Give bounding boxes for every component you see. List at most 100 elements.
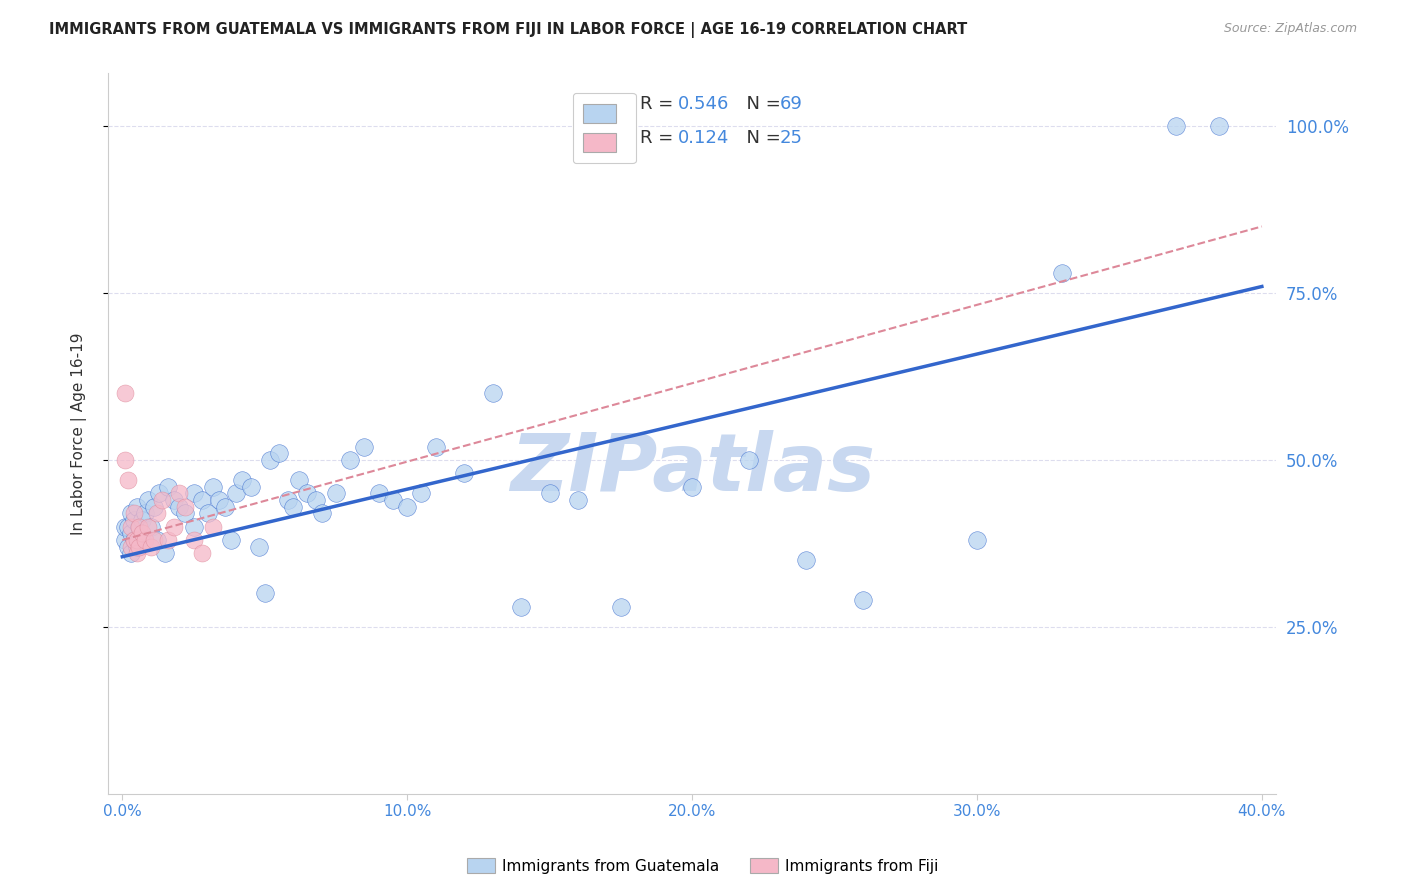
Point (425, 440, 447, 454)
Point (297, 486, 319, 500)
Point (134, 533, 156, 547)
Point (122, 533, 145, 547)
Point (191, 546, 214, 560)
Text: 69: 69 (780, 95, 803, 113)
Point (325, 486, 347, 500)
Point (1052, 266, 1074, 280)
Point (153, 546, 176, 560)
Text: 0.546: 0.546 (678, 95, 730, 113)
Point (128, 540, 150, 554)
Point (162, 493, 184, 508)
Point (114, 533, 136, 547)
Text: 0.124: 0.124 (678, 128, 730, 147)
Point (183, 533, 205, 547)
Point (125, 540, 148, 554)
Point (208, 493, 231, 508)
Point (174, 500, 197, 514)
Point (128, 519, 150, 533)
Point (131, 513, 153, 527)
Text: N =: N = (735, 128, 787, 147)
Text: R =: R = (640, 95, 679, 113)
Point (311, 507, 333, 521)
Point (353, 440, 375, 454)
Point (219, 533, 242, 547)
Point (145, 507, 167, 521)
Point (259, 453, 281, 467)
Point (142, 533, 165, 547)
Point (169, 500, 191, 514)
Point (117, 519, 139, 533)
Text: IMMIGRANTS FROM GUATEMALA VS IMMIGRANTS FROM FIJI IN LABOR FORCE | AGE 16-19 COR: IMMIGRANTS FROM GUATEMALA VS IMMIGRANTS … (49, 22, 967, 38)
Point (122, 533, 145, 547)
Point (148, 486, 170, 500)
Point (131, 526, 153, 541)
Point (122, 513, 145, 527)
Point (283, 500, 305, 514)
Point (1166, 120, 1188, 134)
Point (125, 533, 148, 547)
Point (202, 519, 225, 533)
Point (381, 493, 404, 508)
Point (305, 493, 328, 508)
Point (136, 519, 159, 533)
Point (136, 493, 159, 508)
Point (139, 540, 162, 554)
Legend: Immigrants from Guatemala, Immigrants from Fiji: Immigrants from Guatemala, Immigrants fr… (461, 852, 945, 880)
Point (567, 493, 589, 508)
Text: ZIPatlas: ZIPatlas (509, 430, 875, 508)
Point (225, 486, 247, 500)
Point (145, 533, 167, 547)
Text: N =: N = (735, 95, 787, 113)
Point (114, 386, 136, 401)
Y-axis label: In Labor Force | Age 16-19: In Labor Force | Age 16-19 (72, 332, 87, 534)
Point (367, 486, 389, 500)
Point (120, 526, 142, 541)
Point (125, 500, 148, 514)
Point (169, 486, 191, 500)
Point (202, 480, 225, 494)
Point (162, 519, 184, 533)
Point (288, 473, 311, 487)
Point (453, 467, 475, 481)
Point (139, 519, 162, 533)
Point (117, 540, 139, 554)
Point (481, 386, 503, 401)
Legend: , : , (572, 93, 636, 163)
Point (197, 507, 219, 521)
Point (738, 453, 761, 467)
Point (396, 500, 419, 514)
Point (120, 546, 142, 560)
Point (122, 507, 145, 521)
Point (277, 493, 299, 508)
Point (125, 546, 148, 560)
Point (247, 540, 270, 554)
Point (852, 593, 875, 607)
Point (134, 507, 156, 521)
Point (117, 473, 139, 487)
Point (191, 493, 214, 508)
Point (156, 480, 179, 494)
Text: R =: R = (640, 128, 685, 147)
Point (114, 453, 136, 467)
Point (681, 480, 703, 494)
Point (156, 533, 179, 547)
Point (183, 486, 205, 500)
Point (239, 480, 262, 494)
Point (128, 533, 150, 547)
Point (174, 507, 197, 521)
Point (183, 519, 205, 533)
Point (128, 519, 150, 533)
Point (131, 526, 153, 541)
Point (120, 540, 142, 554)
Point (142, 500, 165, 514)
Point (114, 519, 136, 533)
Point (966, 533, 988, 547)
Point (339, 453, 361, 467)
Point (794, 553, 817, 567)
Point (538, 486, 561, 500)
Point (1208, 120, 1230, 134)
Point (120, 507, 142, 521)
Point (150, 493, 173, 508)
Point (610, 599, 633, 614)
Point (267, 446, 290, 460)
